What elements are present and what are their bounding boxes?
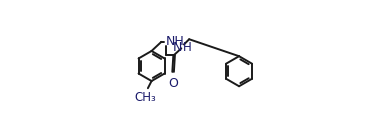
Text: CH₃: CH₃ [135, 91, 156, 104]
Text: N: N [173, 41, 182, 54]
Text: NH: NH [166, 35, 184, 48]
Text: H: H [183, 41, 192, 54]
Text: O: O [168, 77, 178, 90]
